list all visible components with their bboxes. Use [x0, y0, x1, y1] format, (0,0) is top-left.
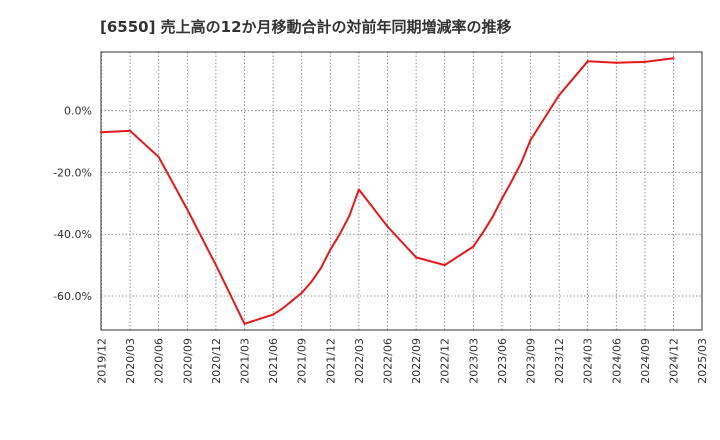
x-tick-label: 2022/03	[353, 338, 366, 384]
data-point	[157, 156, 160, 158]
data-point	[386, 225, 389, 228]
x-tick-label: 2023/03	[467, 338, 480, 384]
x-axis-labels: 2019/12 2020/03 2020/06 2020/09 2020/12 2021/…	[96, 338, 710, 384]
x-tick-label: 2021/06	[267, 338, 280, 384]
data-point	[491, 216, 494, 219]
series-line	[100, 57, 675, 325]
x-tick-label: 2023/09	[525, 338, 538, 384]
x-tick-label: 2020/03	[124, 338, 137, 384]
chart-title: [6550] 売上高の12か月移動合計の対前年同期増減率の推移	[100, 18, 512, 36]
x-tick-label: 2023/12	[553, 338, 566, 384]
data-point	[586, 60, 589, 63]
y-tick-label: -20.0%	[53, 166, 92, 179]
data-point	[472, 245, 475, 248]
data-point	[300, 291, 303, 294]
data-point	[348, 214, 351, 217]
data-point	[558, 94, 561, 97]
data-point	[310, 281, 313, 284]
data-point	[281, 307, 284, 310]
data-point	[529, 139, 532, 141]
plot-frame	[100, 51, 703, 331]
y-axis-labels: 0.0% -20.0% -40.0% -60.0%	[53, 105, 92, 303]
data-point	[329, 248, 332, 251]
data-point	[243, 322, 246, 325]
data-point	[510, 180, 513, 183]
x-tick-label: 2021/09	[296, 338, 309, 384]
data-point	[214, 264, 217, 267]
y-tick-label: -40.0%	[53, 228, 92, 241]
data-point	[672, 57, 675, 60]
grid-layer	[101, 52, 703, 330]
data-point	[129, 129, 132, 132]
y-tick-label: 0.0%	[64, 105, 92, 118]
data-point	[500, 197, 503, 200]
plot-background	[101, 52, 702, 330]
x-tick-label: 2024/06	[610, 338, 623, 384]
x-tick-label: 2022/12	[439, 338, 452, 384]
data-point	[319, 267, 322, 270]
x-tick-label: 2024/12	[668, 338, 681, 384]
data-point	[415, 256, 418, 259]
data-point	[643, 60, 646, 63]
data-point	[291, 299, 294, 302]
x-tick-label: 2025/03	[696, 338, 709, 384]
series-layer	[100, 57, 675, 325]
data-point	[100, 131, 103, 134]
x-tick-label: 2020/06	[153, 338, 166, 384]
x-tick-label: 2020/09	[181, 338, 194, 384]
y-tick-label: -60.0%	[53, 290, 92, 303]
x-tick-label: 2021/03	[239, 338, 252, 384]
x-tick-label: 2019/12	[96, 338, 109, 384]
data-point	[481, 231, 484, 234]
x-tick-label: 2022/06	[382, 338, 395, 384]
x-tick-label: 2021/12	[324, 338, 337, 384]
x-tick-label: 2023/06	[496, 338, 509, 384]
data-point	[338, 233, 341, 236]
x-tick-label: 2020/12	[210, 338, 223, 384]
data-point	[520, 162, 522, 165]
x-tick-label: 2024/03	[582, 338, 595, 384]
data-point	[272, 313, 275, 316]
x-tick-label: 2024/09	[639, 338, 652, 384]
data-point	[615, 61, 618, 64]
data-point	[186, 208, 189, 211]
x-tick-label: 2022/09	[410, 338, 423, 384]
data-point	[443, 264, 446, 267]
data-point	[357, 188, 360, 191]
